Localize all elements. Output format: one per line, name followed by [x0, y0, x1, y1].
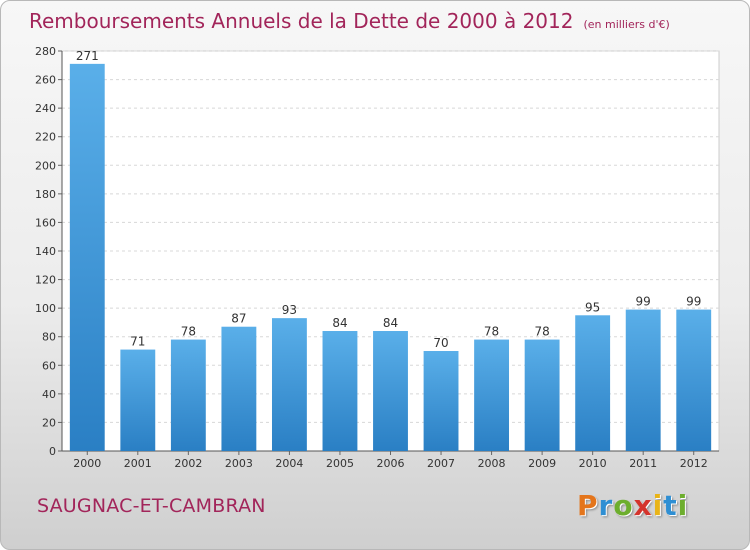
bar [676, 309, 712, 451]
data-label: 271 [76, 49, 99, 63]
proxiti-logo: Proxiti [577, 489, 688, 522]
y-tick-label: 160 [35, 216, 56, 229]
logo-letter: r [598, 489, 614, 522]
x-tick-label: 2003 [225, 457, 253, 470]
bar [322, 331, 358, 451]
data-label: 84 [383, 316, 398, 330]
data-label: 99 [636, 295, 651, 309]
x-tick-label: 2002 [174, 457, 202, 470]
bar [120, 349, 156, 451]
bar [170, 339, 206, 451]
y-tick-label: 0 [49, 445, 56, 458]
bar [373, 331, 408, 451]
y-tick-label: 100 [35, 302, 56, 315]
x-tick-label: 2001 [124, 457, 152, 470]
x-tick-label: 2012 [680, 457, 708, 470]
bar [271, 318, 307, 451]
logo-letter: o [613, 489, 634, 522]
bar [524, 339, 560, 451]
x-tick-label: 2009 [528, 457, 556, 470]
x-tick-label: 2007 [427, 457, 455, 470]
data-label: 71 [130, 335, 145, 349]
bar [625, 309, 661, 451]
data-label: 93 [282, 303, 297, 317]
data-label: 95 [585, 300, 600, 314]
data-label: 78 [534, 325, 549, 339]
data-label: 78 [484, 325, 499, 339]
title-text: Remboursements Annuels de la Dette de 20… [29, 9, 574, 33]
data-label: 84 [332, 316, 347, 330]
bar [575, 315, 611, 451]
y-tick-label: 120 [35, 274, 56, 287]
x-tick-label: 2006 [377, 457, 405, 470]
commune-name: SAUGNAC-ET-CAMBRAN [37, 495, 266, 517]
data-label: 87 [231, 312, 246, 326]
x-tick-label: 2008 [478, 457, 506, 470]
data-label: 78 [181, 325, 196, 339]
logo-letter: t [663, 489, 678, 522]
y-tick-label: 80 [42, 331, 56, 344]
x-tick-label: 2005 [326, 457, 354, 470]
logo-letter: P [577, 489, 599, 522]
logo-letter: x [633, 489, 653, 522]
x-tick-label: 2000 [73, 457, 101, 470]
data-label: 99 [686, 295, 701, 309]
bar [423, 351, 459, 451]
y-tick-label: 280 [35, 45, 56, 58]
logo-letter: i [677, 489, 689, 522]
y-tick-label: 200 [35, 159, 56, 172]
y-tick-label: 260 [35, 74, 56, 87]
x-tick-label: 2010 [579, 457, 607, 470]
y-tick-label: 20 [42, 416, 56, 429]
y-tick-label: 140 [35, 245, 56, 258]
bar [221, 326, 257, 451]
data-label: 70 [433, 336, 448, 350]
y-tick-label: 60 [42, 359, 56, 372]
chart-title: Remboursements Annuels de la Dette de 20… [29, 9, 670, 33]
y-tick-label: 40 [42, 388, 56, 401]
bar [474, 339, 510, 451]
x-tick-label: 2004 [275, 457, 303, 470]
y-tick-label: 240 [35, 102, 56, 115]
logo-letter: i [652, 489, 664, 522]
bar [69, 63, 105, 451]
y-tick-label: 180 [35, 188, 56, 201]
title-unit: (en milliers d'€) [583, 18, 670, 31]
y-tick-label: 220 [35, 131, 56, 144]
x-tick-label: 2011 [629, 457, 657, 470]
